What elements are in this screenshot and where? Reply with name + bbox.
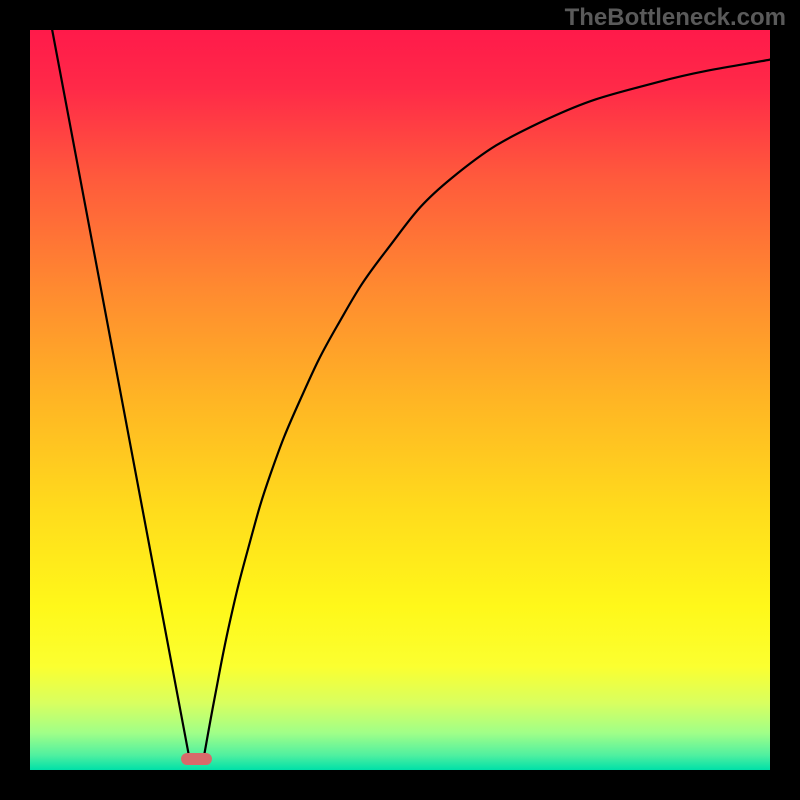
watermark-text: TheBottleneck.com (565, 4, 786, 32)
plot-area (30, 30, 770, 770)
minimum-marker (181, 753, 212, 765)
right-curve (204, 60, 770, 757)
chart-container: TheBottleneck.com (0, 0, 800, 800)
left-line (52, 30, 189, 757)
curve-layer (30, 30, 770, 770)
